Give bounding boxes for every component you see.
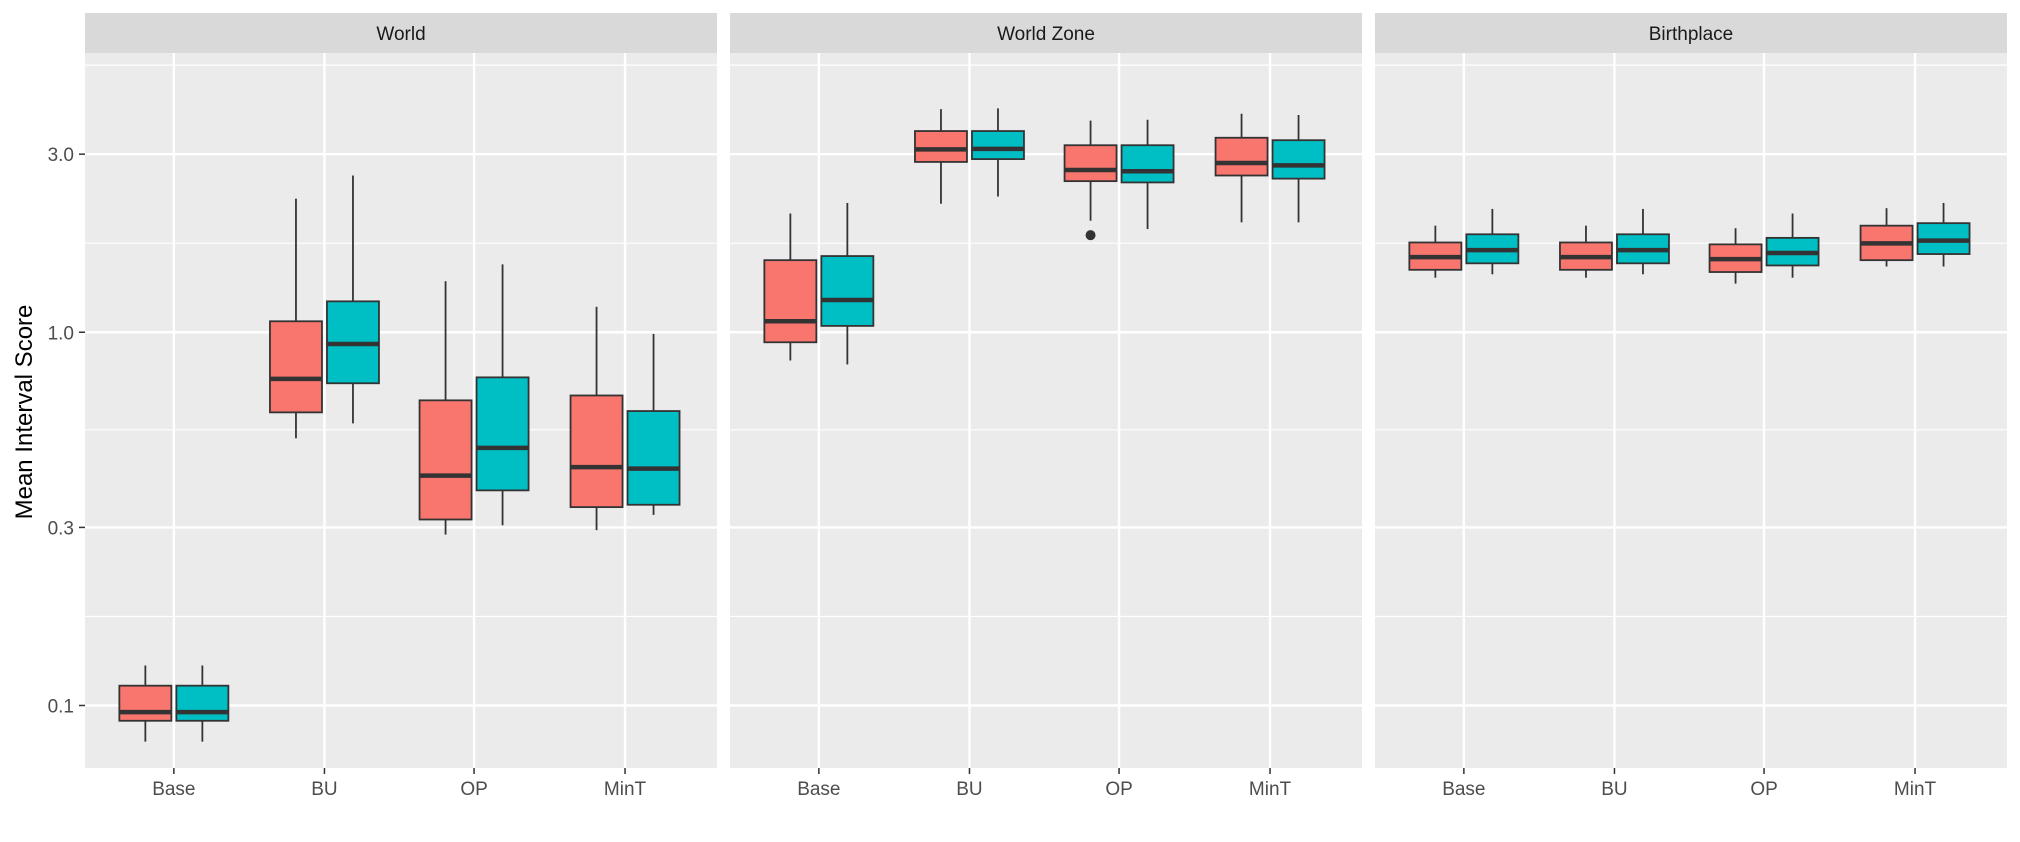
box-base-series-2 xyxy=(1465,208,1520,275)
box-bu-series-1 xyxy=(914,109,968,204)
iqr-box xyxy=(118,684,173,722)
box-op-series-2 xyxy=(475,264,530,526)
facet-strip-title: World Zone xyxy=(997,24,1095,45)
box-bu-series-1 xyxy=(269,198,323,439)
iqr-box xyxy=(569,394,624,509)
y-tick-label: 1.0 xyxy=(48,323,74,344)
box-op-series-1 xyxy=(418,281,473,535)
x-tick-label: OP xyxy=(460,779,487,800)
iqr-box xyxy=(971,130,1025,161)
iqr-box xyxy=(418,399,473,521)
iqr-box xyxy=(820,255,875,327)
facet-strip xyxy=(1375,13,2007,53)
iqr-box xyxy=(763,259,818,344)
y-tick-label: 0.3 xyxy=(48,518,74,539)
box-op-series-2 xyxy=(1765,213,1820,278)
x-tick-label: MinT xyxy=(1894,779,1937,800)
box-mint-series-1 xyxy=(1214,113,1269,223)
facet-panel: Birthplace Base BU OP MinT xyxy=(1375,13,2007,800)
facet-strip xyxy=(730,13,1362,53)
x-tick-label: Base xyxy=(797,779,840,800)
facet-panel: World Zone Base BU OP MinT xyxy=(730,13,1362,800)
box-bu-series-2 xyxy=(1616,208,1670,275)
box-mint-series-1 xyxy=(569,306,624,531)
box-base-series-1 xyxy=(1408,225,1463,278)
facet-strip-title: World xyxy=(376,24,425,45)
box-bu-series-2 xyxy=(971,108,1025,197)
x-tick-label: Base xyxy=(1442,779,1485,800)
box-mint-series-2 xyxy=(1271,115,1326,223)
x-tick-label: MinT xyxy=(1249,779,1292,800)
box-base-series-2 xyxy=(820,202,875,365)
y-tick-label: 0.1 xyxy=(48,696,74,717)
facet-strip xyxy=(85,13,717,53)
facet-panel: World Base BU OP MinT xyxy=(85,13,717,800)
box-mint-series-1 xyxy=(1859,208,1914,267)
y-axis: 0.1 0.3 1.0 3.0 xyxy=(48,145,85,717)
iqr-box xyxy=(1214,136,1269,177)
iqr-box xyxy=(626,410,681,506)
y-tick-label: 3.0 xyxy=(48,145,74,166)
box-bu-series-1 xyxy=(1559,225,1613,278)
box-base-series-1 xyxy=(763,213,818,361)
x-tick-label: BU xyxy=(1601,779,1627,800)
box-bu-series-2 xyxy=(326,175,380,424)
x-tick-label: BU xyxy=(311,779,337,800)
box-op-series-1 xyxy=(1708,228,1763,284)
iqr-box xyxy=(1120,144,1175,184)
plot-background xyxy=(1375,53,2007,768)
iqr-box xyxy=(914,130,968,163)
x-tick-label: BU xyxy=(956,779,982,800)
iqr-box xyxy=(269,320,323,414)
y-axis-title: Mean Interval Score xyxy=(11,305,38,520)
box-base-series-2 xyxy=(175,665,230,742)
iqr-box xyxy=(175,684,230,722)
x-tick-label: OP xyxy=(1105,779,1132,800)
iqr-box xyxy=(1063,144,1118,183)
box-op-series-2 xyxy=(1120,119,1175,230)
iqr-box xyxy=(475,376,530,492)
box-base-series-1 xyxy=(118,665,173,742)
box-op-series-1 xyxy=(1063,120,1118,241)
facet-strip-title: Birthplace xyxy=(1649,24,1734,45)
iqr-box xyxy=(1271,139,1326,180)
x-tick-label: OP xyxy=(1750,779,1777,800)
x-tick-label: Base xyxy=(152,779,195,800)
outlier-point xyxy=(1085,230,1096,241)
box-mint-series-2 xyxy=(626,333,681,515)
x-tick-label: MinT xyxy=(604,779,647,800)
box-mint-series-2 xyxy=(1916,202,1971,267)
